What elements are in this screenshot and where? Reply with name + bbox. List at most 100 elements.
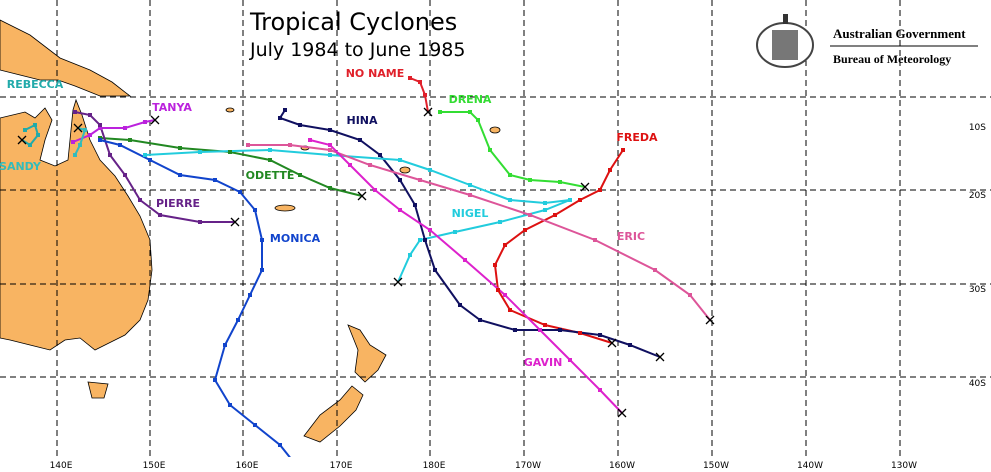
longitude-label: 180E bbox=[423, 461, 446, 471]
longitude-label: 170W bbox=[515, 461, 541, 471]
longitude-label: 150W bbox=[703, 461, 729, 471]
track-point bbox=[88, 113, 92, 117]
track-point bbox=[578, 331, 582, 335]
track-point bbox=[608, 168, 612, 172]
track-point bbox=[496, 288, 500, 292]
track-point bbox=[593, 238, 597, 242]
logo bbox=[756, 14, 814, 68]
track-point bbox=[278, 443, 282, 447]
track-point bbox=[418, 178, 422, 182]
track-point bbox=[36, 133, 40, 137]
title: Tropical Cyclones bbox=[249, 8, 457, 36]
end-marker bbox=[73, 123, 83, 133]
track-point bbox=[513, 328, 517, 332]
track-point bbox=[598, 388, 602, 392]
track-point bbox=[503, 293, 507, 297]
track-point bbox=[598, 333, 602, 337]
track-point bbox=[298, 173, 302, 177]
track-point bbox=[498, 220, 502, 224]
track-point bbox=[368, 163, 372, 167]
agency: Australian Government bbox=[833, 26, 966, 41]
track-point bbox=[283, 108, 287, 112]
track-point bbox=[433, 268, 437, 272]
track-point bbox=[228, 150, 232, 154]
track-point bbox=[493, 263, 497, 267]
end-marker bbox=[655, 352, 665, 362]
longitude-label: 160E bbox=[236, 461, 259, 471]
track-point bbox=[503, 243, 507, 247]
track-point bbox=[248, 293, 252, 297]
longitude-label: 170E bbox=[330, 461, 353, 471]
cyclone-track bbox=[409, 77, 429, 113]
track-point bbox=[260, 268, 264, 272]
latitude-label: 40S bbox=[969, 379, 986, 389]
track-point bbox=[73, 110, 77, 114]
end-marker bbox=[423, 107, 433, 117]
cyclone-name: HINA bbox=[346, 114, 378, 127]
track-point bbox=[523, 228, 527, 232]
track-point bbox=[98, 126, 102, 130]
track-point bbox=[128, 138, 132, 142]
latitude-label: 20S bbox=[969, 191, 986, 201]
track-point bbox=[553, 213, 557, 217]
track-point bbox=[468, 193, 472, 197]
track-point bbox=[688, 293, 692, 297]
longitude-label: 140W bbox=[797, 461, 823, 471]
track-point bbox=[88, 133, 92, 137]
cyclone-name: REBECCA bbox=[7, 78, 64, 91]
track-point bbox=[418, 238, 422, 242]
cyclone-name: ERIC bbox=[617, 230, 645, 243]
track-point bbox=[543, 201, 547, 205]
cyclone-name: NO NAME bbox=[346, 67, 405, 80]
track-point bbox=[578, 198, 582, 202]
end-marker bbox=[357, 191, 367, 201]
track-point bbox=[653, 268, 657, 272]
track-point bbox=[378, 153, 382, 157]
labels: NO NAME DRENA FREDA HINA TANYA REBECCA SANDY OD… bbox=[0, 67, 658, 369]
track-point bbox=[543, 323, 547, 327]
track-point bbox=[528, 213, 532, 217]
track-point bbox=[408, 253, 412, 257]
track-point bbox=[418, 80, 422, 84]
track-point bbox=[508, 173, 512, 177]
track-point bbox=[148, 158, 152, 162]
track-point bbox=[78, 143, 82, 147]
track-point bbox=[543, 208, 547, 212]
bureau: Bureau of Meteorology bbox=[833, 52, 951, 66]
track-point bbox=[528, 178, 532, 182]
tracks bbox=[17, 76, 715, 472]
track-point bbox=[108, 153, 112, 157]
subtitle: July 1984 to June 1985 bbox=[249, 39, 466, 61]
track-point bbox=[413, 203, 417, 207]
latitude-label: 10S bbox=[969, 123, 986, 133]
track-point bbox=[268, 148, 272, 152]
track-point bbox=[508, 308, 512, 312]
track-point bbox=[288, 143, 292, 147]
track-point bbox=[253, 208, 257, 212]
track-point bbox=[373, 188, 377, 192]
track-point bbox=[123, 126, 127, 130]
track-point bbox=[223, 343, 227, 347]
track-point bbox=[423, 238, 427, 242]
track-point bbox=[468, 110, 472, 114]
cyclone-name: TANYA bbox=[152, 101, 192, 114]
track-point bbox=[278, 116, 282, 120]
track-point bbox=[621, 148, 625, 152]
track-point bbox=[236, 318, 240, 322]
track-point bbox=[260, 238, 264, 242]
track-point bbox=[158, 213, 162, 217]
track-point bbox=[598, 188, 602, 192]
track-point bbox=[348, 163, 352, 167]
track-point bbox=[328, 186, 332, 190]
track-point bbox=[73, 153, 77, 157]
cyclone-name: DRENA bbox=[449, 93, 492, 106]
track-point bbox=[358, 138, 362, 142]
track-point bbox=[423, 93, 427, 97]
track-point bbox=[213, 378, 217, 382]
track-point bbox=[453, 230, 457, 234]
track-point bbox=[33, 123, 37, 127]
track-point bbox=[98, 123, 102, 127]
grid bbox=[0, 0, 991, 457]
